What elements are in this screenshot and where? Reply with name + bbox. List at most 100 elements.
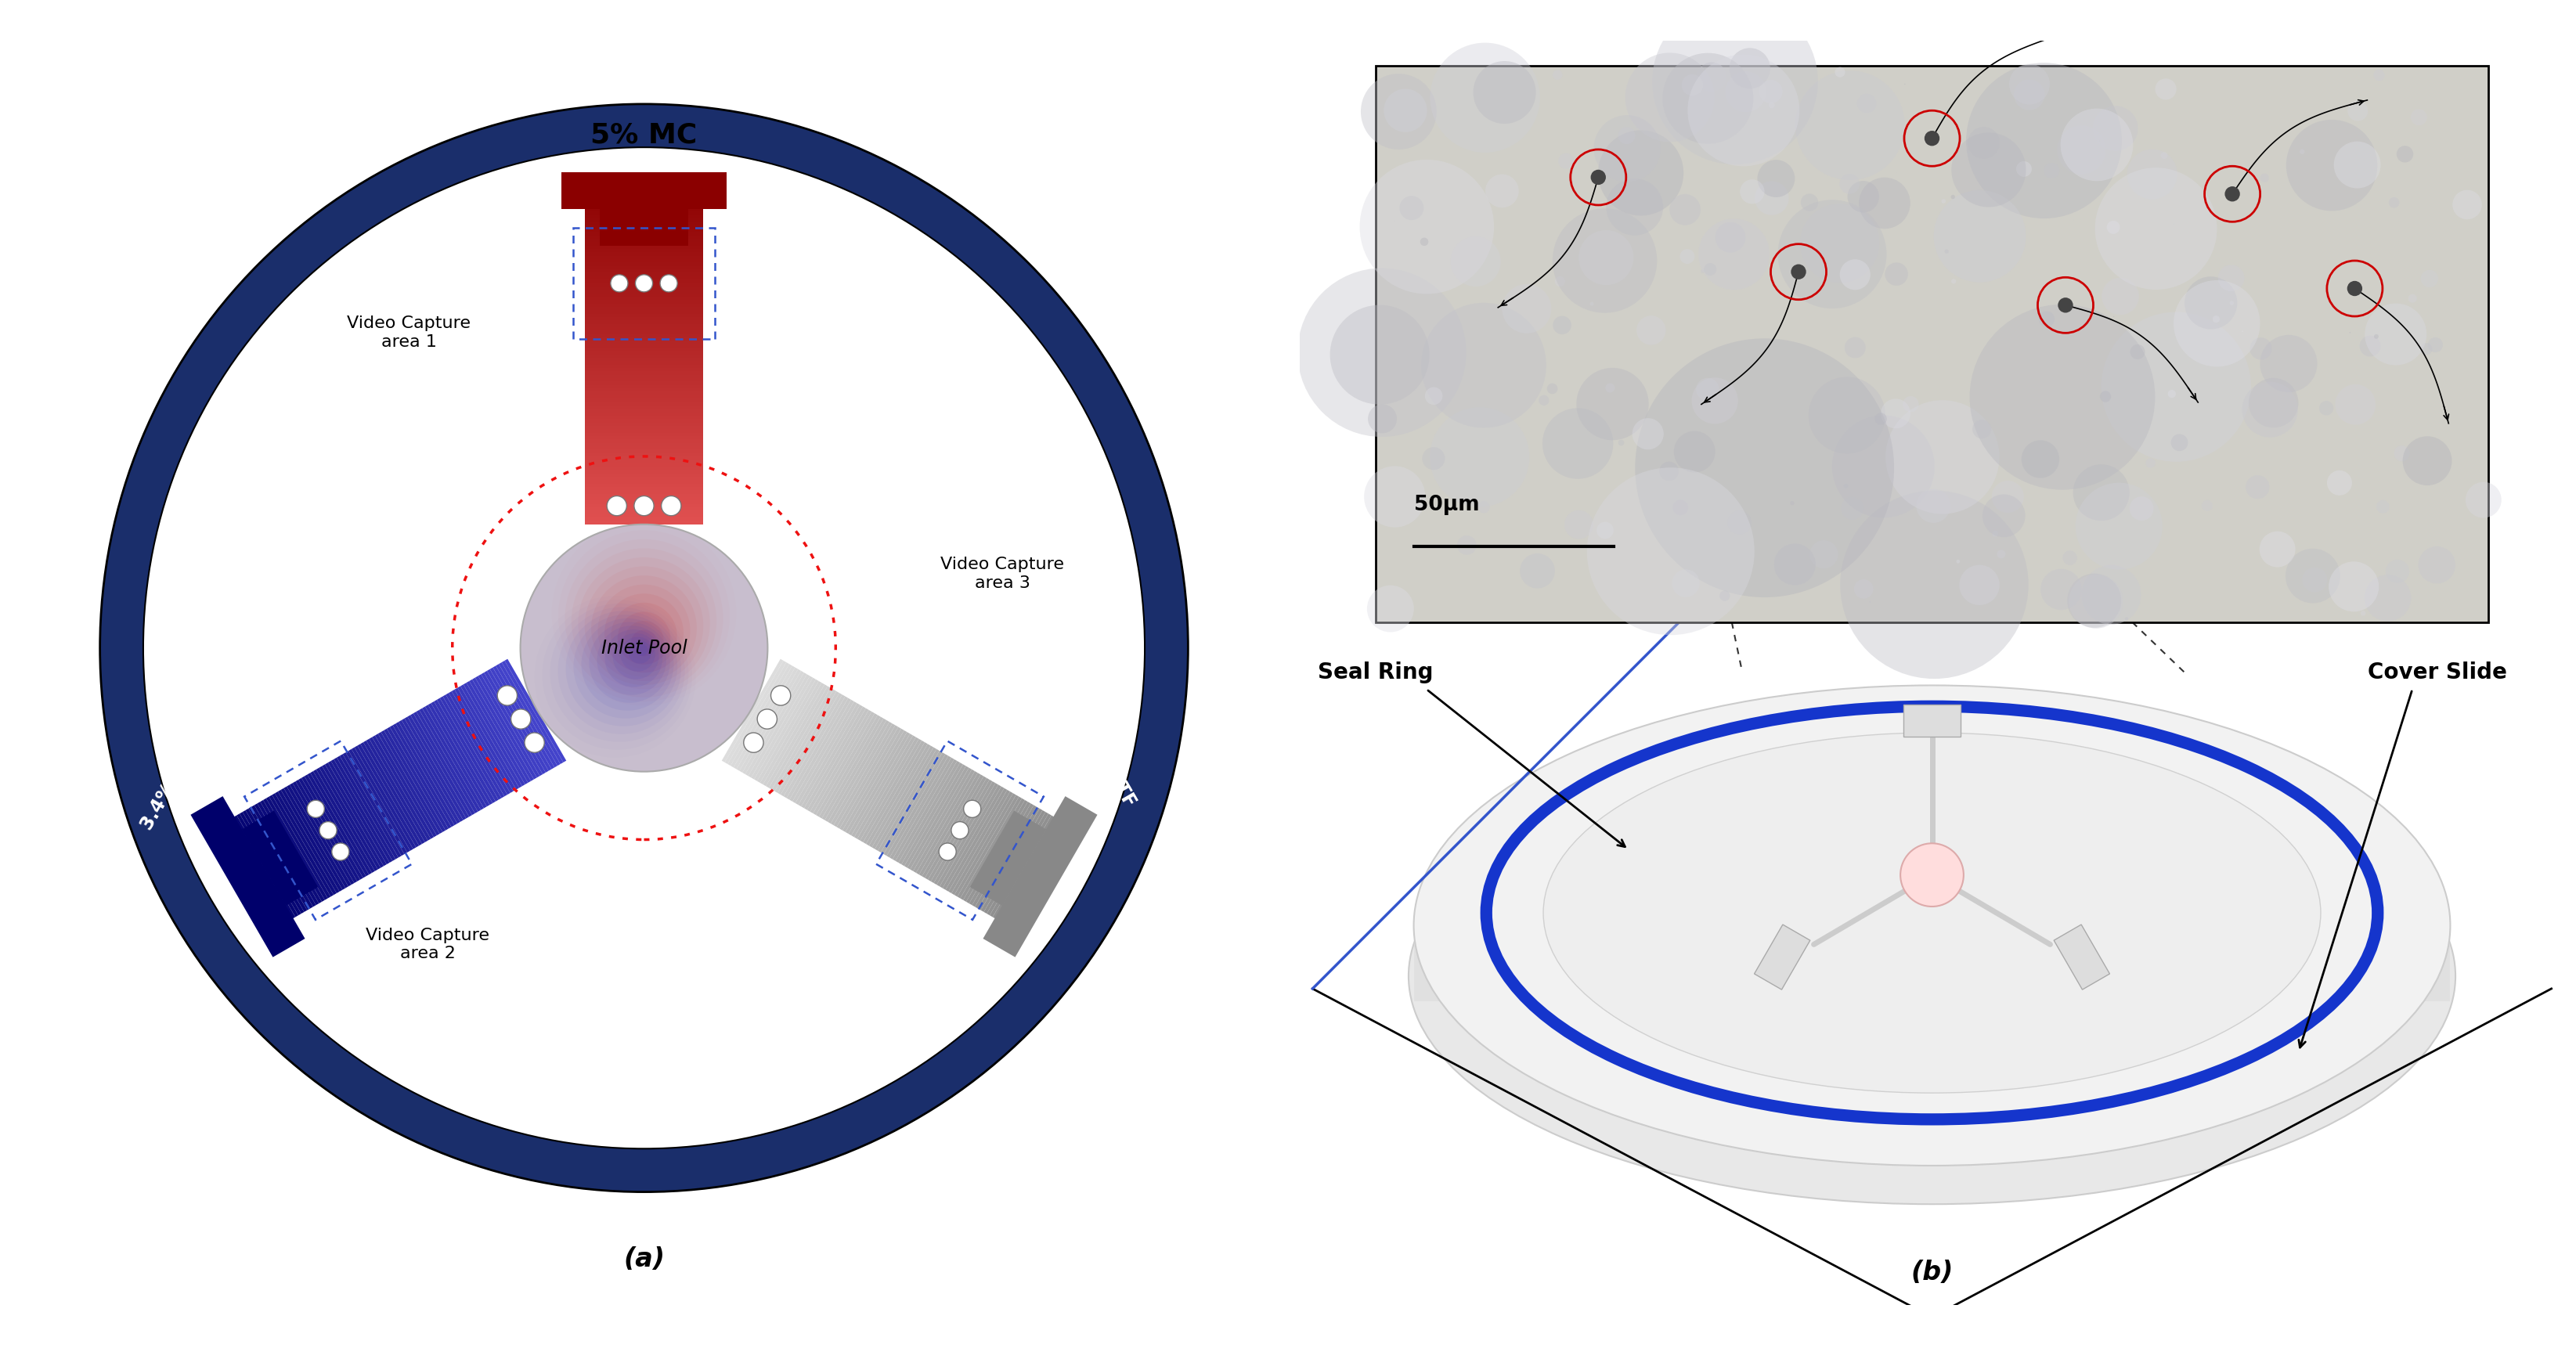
Circle shape bbox=[1886, 262, 1909, 285]
Text: (b): (b) bbox=[1911, 1260, 1953, 1286]
Circle shape bbox=[332, 843, 350, 860]
Circle shape bbox=[1383, 88, 1427, 132]
Polygon shape bbox=[773, 688, 835, 791]
Polygon shape bbox=[585, 289, 703, 294]
Circle shape bbox=[1770, 102, 1775, 109]
Polygon shape bbox=[585, 497, 703, 500]
Circle shape bbox=[510, 709, 531, 728]
Polygon shape bbox=[381, 730, 443, 833]
Polygon shape bbox=[585, 487, 703, 491]
Circle shape bbox=[2375, 500, 2391, 514]
Polygon shape bbox=[214, 828, 276, 931]
Circle shape bbox=[1625, 53, 1716, 143]
Circle shape bbox=[1901, 844, 1963, 906]
Polygon shape bbox=[438, 699, 500, 802]
Polygon shape bbox=[806, 708, 868, 811]
Polygon shape bbox=[361, 742, 422, 845]
Polygon shape bbox=[386, 727, 448, 830]
Text: Video Capture
area 1: Video Capture area 1 bbox=[348, 315, 471, 349]
Circle shape bbox=[2393, 446, 2409, 461]
Circle shape bbox=[592, 575, 696, 681]
Polygon shape bbox=[966, 800, 1028, 904]
Polygon shape bbox=[863, 741, 925, 844]
Circle shape bbox=[636, 275, 652, 292]
Polygon shape bbox=[585, 310, 703, 314]
Polygon shape bbox=[860, 739, 922, 843]
Polygon shape bbox=[585, 504, 703, 507]
Polygon shape bbox=[778, 692, 840, 795]
Circle shape bbox=[1592, 170, 1605, 185]
Circle shape bbox=[1365, 466, 1425, 527]
Polygon shape bbox=[585, 303, 703, 307]
Polygon shape bbox=[479, 674, 541, 777]
Polygon shape bbox=[726, 662, 788, 765]
Circle shape bbox=[2318, 401, 2334, 416]
Polygon shape bbox=[585, 222, 703, 226]
Circle shape bbox=[611, 275, 629, 292]
Polygon shape bbox=[505, 659, 567, 762]
Polygon shape bbox=[1904, 705, 1960, 737]
Polygon shape bbox=[585, 228, 703, 232]
Circle shape bbox=[1808, 376, 1886, 454]
Circle shape bbox=[1857, 94, 1875, 113]
Polygon shape bbox=[585, 385, 703, 389]
Circle shape bbox=[1680, 249, 1695, 264]
Circle shape bbox=[1847, 181, 1878, 212]
Polygon shape bbox=[376, 734, 438, 837]
Circle shape bbox=[2130, 496, 2154, 520]
Circle shape bbox=[598, 625, 667, 694]
Circle shape bbox=[2172, 434, 2187, 451]
Polygon shape bbox=[752, 675, 814, 779]
Circle shape bbox=[2066, 573, 2120, 628]
Polygon shape bbox=[585, 226, 703, 228]
Circle shape bbox=[2040, 569, 2081, 610]
Circle shape bbox=[1971, 304, 2156, 489]
Circle shape bbox=[605, 594, 683, 673]
Circle shape bbox=[2061, 109, 2133, 181]
Circle shape bbox=[2081, 565, 2141, 625]
Circle shape bbox=[2156, 79, 2177, 99]
Polygon shape bbox=[886, 754, 948, 858]
Circle shape bbox=[662, 496, 680, 515]
Polygon shape bbox=[459, 686, 520, 790]
Polygon shape bbox=[240, 811, 301, 916]
Polygon shape bbox=[1005, 822, 1066, 925]
Circle shape bbox=[1473, 61, 1535, 124]
Circle shape bbox=[2226, 186, 2241, 201]
Polygon shape bbox=[585, 477, 703, 480]
Circle shape bbox=[2213, 315, 2221, 323]
Text: Seal Ring: Seal Ring bbox=[1319, 662, 1432, 684]
Circle shape bbox=[1368, 586, 1414, 632]
Polygon shape bbox=[585, 368, 703, 371]
Polygon shape bbox=[474, 675, 536, 779]
Circle shape bbox=[2246, 476, 2269, 499]
Circle shape bbox=[2092, 106, 2138, 151]
Polygon shape bbox=[585, 255, 703, 260]
Circle shape bbox=[567, 612, 680, 726]
Polygon shape bbox=[428, 703, 489, 806]
Polygon shape bbox=[744, 673, 806, 776]
Circle shape bbox=[951, 822, 969, 839]
Text: 5% MC: 5% MC bbox=[590, 121, 698, 148]
Polygon shape bbox=[469, 680, 531, 783]
Circle shape bbox=[1728, 48, 1770, 88]
Circle shape bbox=[1669, 194, 1700, 226]
Circle shape bbox=[1728, 511, 1752, 534]
Polygon shape bbox=[987, 811, 1048, 916]
Polygon shape bbox=[817, 713, 878, 817]
Polygon shape bbox=[301, 776, 363, 879]
Polygon shape bbox=[345, 750, 407, 855]
Polygon shape bbox=[337, 756, 399, 859]
Polygon shape bbox=[1414, 925, 2450, 1002]
Polygon shape bbox=[737, 667, 799, 771]
Polygon shape bbox=[260, 800, 322, 904]
Polygon shape bbox=[317, 768, 379, 871]
Circle shape bbox=[1844, 484, 1847, 488]
Polygon shape bbox=[585, 432, 703, 436]
Polygon shape bbox=[585, 239, 703, 242]
Polygon shape bbox=[585, 419, 703, 423]
Polygon shape bbox=[822, 716, 884, 819]
Circle shape bbox=[1553, 315, 1571, 334]
Circle shape bbox=[2218, 265, 2244, 291]
Polygon shape bbox=[585, 219, 703, 222]
